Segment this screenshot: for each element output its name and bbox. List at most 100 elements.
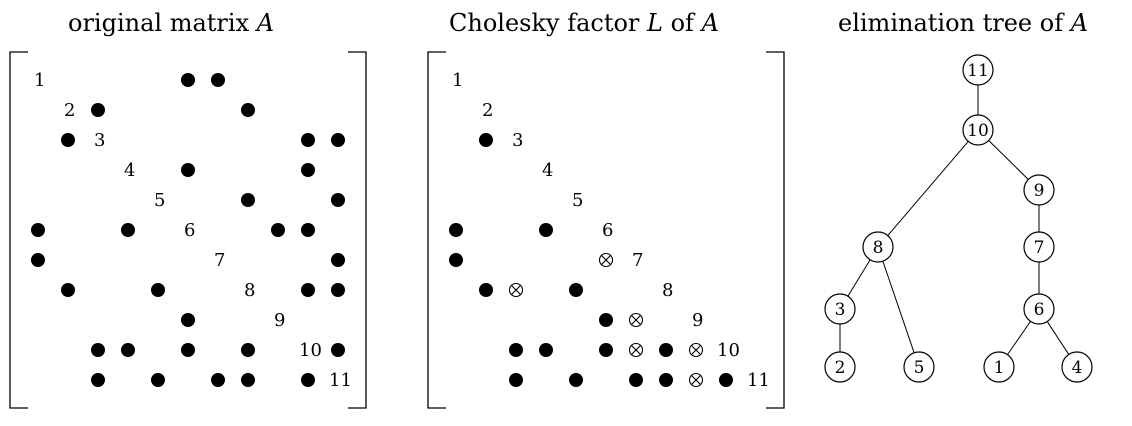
tree-node-label: 6 xyxy=(1034,300,1045,320)
diagonal-label: 1 xyxy=(34,70,45,91)
diagonal-label: 11 xyxy=(329,370,352,391)
diagonal-label: 2 xyxy=(482,100,493,121)
nonzero-entry-dot xyxy=(91,103,105,117)
tree-node-label: 11 xyxy=(967,61,989,81)
diagonal-label: 5 xyxy=(572,190,583,211)
tree-node-3: 3 xyxy=(824,293,856,325)
diagonal-label: 9 xyxy=(692,310,703,331)
nonzero-entry-dot xyxy=(509,343,523,357)
nonzero-entry-dot xyxy=(181,73,195,87)
diagonal-label: 10 xyxy=(299,340,322,361)
nonzero-entry-dot xyxy=(331,133,345,147)
diagonal-label: 2 xyxy=(64,100,75,121)
fill-in-entry xyxy=(688,372,704,388)
original-matrix-brackets xyxy=(9,51,367,409)
nonzero-entry-dot xyxy=(659,373,673,387)
tree-node-label: 1 xyxy=(994,358,1005,378)
tree-node-label: 3 xyxy=(835,300,846,320)
nonzero-entry-dot xyxy=(629,373,643,387)
diagonal-label: 7 xyxy=(632,250,643,271)
tree-node-5: 5 xyxy=(903,351,935,383)
nonzero-entry-dot xyxy=(151,283,165,297)
nonzero-entry-dot xyxy=(181,163,195,177)
tree-edge-10-9 xyxy=(988,140,1029,180)
nonzero-entry-dot xyxy=(479,133,493,147)
tree-node-label: 10 xyxy=(967,121,989,141)
nonzero-entry-dot xyxy=(599,313,613,327)
cholesky-factor-title: Cholesky factor L of A xyxy=(449,9,719,37)
nonzero-entry-dot xyxy=(331,253,345,267)
tree-edge-10-8 xyxy=(887,141,969,236)
tree-node-label: 7 xyxy=(1034,238,1045,258)
nonzero-entry-dot xyxy=(479,283,493,297)
nonzero-entry-dot xyxy=(301,373,315,387)
nonzero-entry-dot xyxy=(121,343,135,357)
nonzero-entry-dot xyxy=(241,103,255,117)
nonzero-entry-dot xyxy=(539,343,553,357)
nonzero-entry-dot xyxy=(211,373,225,387)
original-matrix-title: original matrix A xyxy=(68,9,274,37)
left-bracket xyxy=(9,51,28,409)
diagonal-label: 4 xyxy=(542,160,553,181)
nonzero-entry-dot xyxy=(121,223,135,237)
nonzero-entry-dot xyxy=(719,373,733,387)
fill-in-entry xyxy=(628,312,644,328)
nonzero-entry-dot xyxy=(509,373,523,387)
tree-node-6: 6 xyxy=(1023,293,1055,325)
nonzero-entry-dot xyxy=(301,133,315,147)
nonzero-entry-dot xyxy=(211,73,225,87)
left-bracket xyxy=(427,51,446,409)
right-bracket xyxy=(348,51,367,409)
tree-edge-6-1 xyxy=(1007,321,1031,355)
nonzero-entry-dot xyxy=(31,253,45,267)
tree-edge-8-3 xyxy=(847,259,871,297)
tree-node-1: 1 xyxy=(983,351,1015,383)
tree-node-2: 2 xyxy=(824,351,856,383)
nonzero-entry-dot xyxy=(181,343,195,357)
nonzero-entry-dot xyxy=(181,313,195,327)
nonzero-entry-dot xyxy=(331,343,345,357)
diagonal-label: 4 xyxy=(124,160,135,181)
tree-edge-8-5 xyxy=(882,261,915,353)
tree-edge-6-4 xyxy=(1046,321,1070,355)
fill-in-entry xyxy=(508,282,524,298)
nonzero-entry-dot xyxy=(241,193,255,207)
tree-node-11: 11 xyxy=(962,54,994,86)
cholesky-matrix-brackets xyxy=(427,51,785,409)
nonzero-entry-dot xyxy=(569,283,583,297)
tree-node-label: 8 xyxy=(873,238,884,258)
nonzero-entry-dot xyxy=(61,283,75,297)
tree-node-label: 4 xyxy=(1072,358,1083,378)
nonzero-entry-dot xyxy=(91,373,105,387)
tree-node-10: 10 xyxy=(962,114,994,146)
tree-node-label: 9 xyxy=(1034,181,1045,201)
right-bracket xyxy=(766,51,785,409)
nonzero-entry-dot xyxy=(91,343,105,357)
nonzero-entry-dot xyxy=(241,343,255,357)
diagonal-label: 10 xyxy=(717,340,740,361)
nonzero-entry-dot xyxy=(539,223,553,237)
nonzero-entry-dot xyxy=(599,343,613,357)
nonzero-entry-dot xyxy=(61,133,75,147)
diagonal-label: 6 xyxy=(184,220,195,241)
fill-in-entry xyxy=(628,342,644,358)
diagonal-label: 11 xyxy=(747,370,770,391)
tree-node-8: 8 xyxy=(862,231,894,263)
diagonal-label: 3 xyxy=(94,130,105,151)
nonzero-entry-dot xyxy=(301,223,315,237)
tree-edges xyxy=(839,85,1070,355)
nonzero-entry-dot xyxy=(331,283,345,297)
diagonal-label: 8 xyxy=(662,280,673,301)
diagonal-label: 1 xyxy=(452,70,463,91)
diagonal-label: 7 xyxy=(214,250,225,271)
tree-node-7: 7 xyxy=(1023,231,1055,263)
nonzero-entry-dot xyxy=(301,163,315,177)
diagonal-label: 9 xyxy=(274,310,285,331)
nonzero-entry-dot xyxy=(271,223,285,237)
fill-in-entry xyxy=(598,252,614,268)
nonzero-entry-dot xyxy=(659,343,673,357)
nonzero-entry-dot xyxy=(241,373,255,387)
